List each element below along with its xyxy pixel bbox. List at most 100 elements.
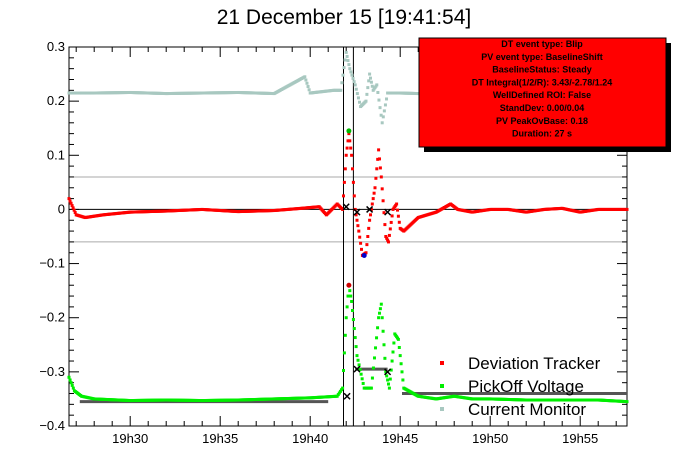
y-tick-label: −0.2 xyxy=(39,310,65,325)
data-point xyxy=(356,358,360,362)
data-point xyxy=(69,381,73,385)
data-point xyxy=(383,103,387,107)
data-point xyxy=(69,201,73,205)
data-point xyxy=(335,394,339,398)
data-point xyxy=(378,307,382,311)
data-point xyxy=(396,214,400,218)
data-point xyxy=(304,78,308,82)
data-point xyxy=(379,175,383,179)
data-point xyxy=(375,336,379,340)
data-point xyxy=(347,132,351,136)
data-point xyxy=(352,80,356,84)
data-point xyxy=(341,73,345,77)
data-point xyxy=(375,167,379,171)
data-point xyxy=(355,354,359,358)
data-point xyxy=(351,318,355,322)
data-point xyxy=(389,220,393,224)
info-line: DT event type: Blip xyxy=(501,39,583,49)
data-point xyxy=(378,166,382,170)
data-point xyxy=(397,345,401,349)
data-point xyxy=(369,213,372,217)
data-point xyxy=(398,354,402,358)
data-point xyxy=(356,224,360,228)
data-point xyxy=(345,305,349,309)
threshold-lines xyxy=(69,47,627,426)
info-line: StandDev: 0.00/0.04 xyxy=(500,103,585,113)
data-point xyxy=(380,121,384,125)
series-pickoff-voltage xyxy=(67,283,629,404)
legend: Deviation Tracker PickOff Voltage Current … xyxy=(440,354,601,419)
event-marker xyxy=(384,368,392,376)
legend-swatch xyxy=(440,361,444,365)
data-point xyxy=(386,238,390,242)
data-point xyxy=(382,109,386,113)
data-point xyxy=(368,72,372,76)
info-box: DT event type: Blip PV event type: Baseli… xyxy=(418,37,671,152)
event-marker xyxy=(366,205,374,213)
data-point xyxy=(342,180,346,184)
data-point xyxy=(350,73,354,77)
data-point xyxy=(400,370,404,374)
data-point xyxy=(377,98,381,102)
data-point xyxy=(383,356,387,360)
event-marker xyxy=(343,392,351,400)
data-point xyxy=(303,75,307,79)
data-point xyxy=(377,148,381,152)
data-point xyxy=(352,327,356,331)
data-point xyxy=(354,87,358,91)
data-point xyxy=(71,206,75,210)
data-point xyxy=(355,218,359,222)
x-tick-label: 19h50 xyxy=(472,431,508,446)
data-point xyxy=(349,70,353,74)
data-point xyxy=(350,153,354,157)
data-point xyxy=(360,247,363,251)
info-line: DT Integral(1/2/R): 3.43/-2.78/1.24 xyxy=(472,77,613,87)
data-point xyxy=(376,157,380,161)
data-point xyxy=(401,378,405,382)
data-point xyxy=(372,191,376,195)
data-point xyxy=(376,326,380,330)
data-point xyxy=(355,92,359,96)
x-tick-label: 19h45 xyxy=(382,431,418,446)
data-point xyxy=(374,346,378,350)
y-tick-label: −0.3 xyxy=(39,364,65,379)
data-point xyxy=(70,383,74,387)
info-line: BaselineStatus: Steady xyxy=(492,65,592,75)
data-point xyxy=(367,226,371,230)
data-point xyxy=(392,341,396,345)
data-point xyxy=(350,299,354,303)
data-point xyxy=(337,391,341,395)
data-point xyxy=(67,375,71,379)
data-point xyxy=(338,389,342,393)
data-point xyxy=(342,66,346,70)
data-point xyxy=(399,362,403,366)
data-point xyxy=(379,302,383,306)
data-point xyxy=(358,100,362,104)
info-line: WellDefined ROI: False xyxy=(493,90,591,100)
data-point xyxy=(384,370,388,374)
data-point xyxy=(384,235,388,238)
data-point xyxy=(358,235,362,239)
data-point xyxy=(370,84,374,88)
data-point xyxy=(365,243,369,247)
data-point xyxy=(72,208,76,212)
data-point xyxy=(385,374,389,378)
data-point xyxy=(397,220,401,224)
data-point xyxy=(67,197,71,201)
data-point xyxy=(359,241,363,245)
data-point xyxy=(387,382,390,386)
legend-label: PickOff Voltage xyxy=(468,377,584,396)
data-point xyxy=(381,329,385,333)
data-point xyxy=(364,251,368,255)
data-point xyxy=(343,167,347,171)
data-point xyxy=(386,378,390,382)
data-point xyxy=(396,208,399,212)
info-line: PV event type: BaselineShift xyxy=(481,52,603,62)
data-point xyxy=(367,79,371,83)
data-point xyxy=(388,227,392,231)
data-point xyxy=(370,202,374,206)
data-point xyxy=(358,368,362,372)
data-point xyxy=(348,67,352,71)
y-tick-label: 0.2 xyxy=(47,93,65,108)
